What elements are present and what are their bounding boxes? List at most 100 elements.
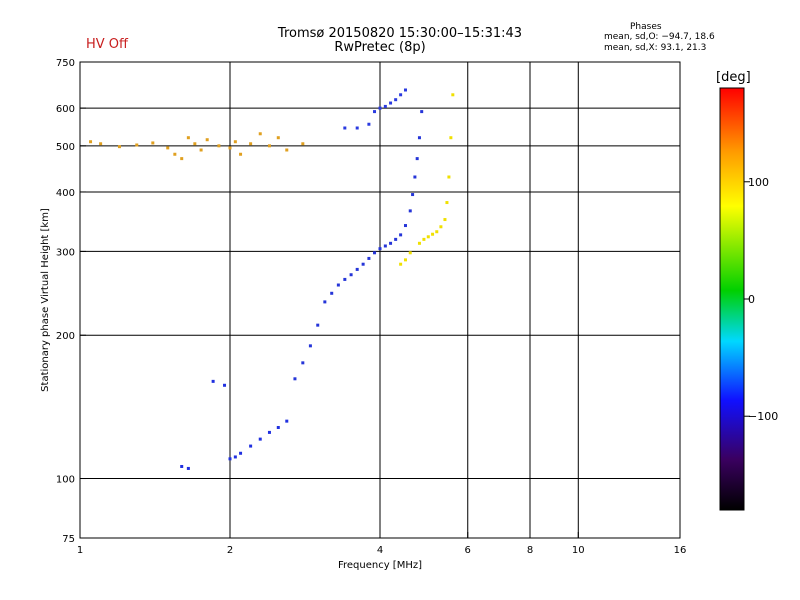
- y-tick-label: 100: [56, 475, 75, 486]
- data-point: [378, 106, 382, 110]
- x-tick-label: 1: [77, 545, 83, 556]
- data-point: [186, 466, 190, 470]
- data-point: [426, 235, 430, 239]
- colorbar-tick-label: 100: [748, 176, 769, 189]
- colorbar-tick-label: −100: [748, 410, 778, 423]
- data-point: [308, 344, 312, 348]
- data-point: [449, 136, 453, 140]
- data-point: [239, 451, 243, 455]
- data-point: [420, 110, 424, 114]
- data-point: [408, 209, 412, 213]
- data-point: [403, 224, 407, 228]
- y-tick-label: 750: [56, 58, 75, 69]
- data-point: [378, 247, 382, 251]
- data-point: [180, 157, 184, 161]
- data-point: [451, 93, 455, 97]
- data-point: [343, 126, 347, 130]
- data-point: [445, 201, 449, 205]
- data-point: [267, 430, 271, 434]
- data-point: [228, 146, 232, 150]
- data-point: [408, 251, 412, 255]
- y-axis-label: Stationary phase Virtual Height [km]: [40, 208, 51, 392]
- data-point: [267, 144, 271, 148]
- data-point: [336, 283, 340, 287]
- data-point: [435, 230, 439, 234]
- data-point: [413, 175, 417, 179]
- data-point: [99, 142, 103, 146]
- y-tick-label: 600: [56, 104, 75, 115]
- data-point: [239, 152, 243, 156]
- data-point: [349, 273, 353, 277]
- data-point: [276, 425, 280, 429]
- data-point: [249, 142, 253, 146]
- x-axis-label: Frequency [MHz]: [338, 560, 422, 571]
- data-point: [355, 126, 359, 130]
- data-point: [186, 136, 190, 140]
- colorbar-unit: [deg]: [716, 70, 751, 85]
- data-point: [276, 136, 280, 140]
- data-point: [193, 142, 197, 146]
- y-tick-label: 300: [56, 247, 75, 258]
- phases-x-stats: mean, sd,X: 93.1, 21.3: [604, 43, 707, 53]
- colorbar: [719, 87, 745, 511]
- data-point: [389, 241, 393, 245]
- phases-heading: Phases: [630, 22, 662, 32]
- data-point: [233, 140, 237, 144]
- x-tick-label: 2: [227, 545, 233, 556]
- data-point: [233, 455, 237, 459]
- data-point: [417, 241, 421, 245]
- data-point: [211, 379, 215, 383]
- data-point: [417, 136, 421, 140]
- data-point: [217, 144, 221, 148]
- x-tick-label: 8: [527, 545, 533, 556]
- data-point: [151, 141, 155, 145]
- data-point: [367, 256, 371, 260]
- x-tick-label: 16: [674, 545, 687, 556]
- data-point: [166, 146, 170, 150]
- plot-axes: 1 2 4 6 8 10 16 75 100 200 300 400 500 600 750 Frequenc…: [40, 58, 686, 571]
- data-point: [89, 140, 93, 144]
- data-point: [258, 132, 262, 136]
- data-point: [343, 277, 347, 281]
- data-point: [373, 110, 377, 114]
- data-point: [135, 143, 139, 147]
- data-point: [399, 93, 403, 97]
- data-point: [394, 237, 398, 241]
- title-line-1: Tromsø 20150820 15:30:00–15:31:43: [277, 26, 523, 41]
- data-point: [173, 152, 177, 156]
- data-point: [293, 377, 297, 381]
- data-point: [355, 267, 359, 271]
- data-point: [117, 145, 121, 149]
- y-tick-label: 500: [56, 142, 75, 153]
- data-point: [316, 323, 320, 327]
- y-tick-label: 75: [62, 534, 75, 545]
- data-point: [389, 101, 393, 105]
- data-point: [361, 262, 365, 266]
- data-point: [383, 244, 387, 248]
- data-point: [443, 218, 447, 222]
- data-point: [411, 193, 415, 197]
- data-point: [431, 232, 435, 236]
- data-point: [373, 251, 377, 255]
- phases-o-stats: mean, sd,O: −94.7, 18.6: [604, 32, 715, 42]
- data-point: [367, 122, 371, 126]
- data-point: [403, 258, 407, 262]
- data-point: [415, 157, 419, 161]
- data-point: [422, 237, 426, 241]
- data-point: [228, 457, 232, 461]
- data-point: [447, 175, 451, 179]
- colorbar-tick-label: 0: [748, 293, 755, 306]
- data-point: [439, 225, 443, 229]
- colorbar-ticks: 100 0 −100: [744, 176, 778, 423]
- data-point: [285, 148, 289, 152]
- data-point: [301, 361, 305, 365]
- x-tick-label: 4: [377, 545, 383, 556]
- y-tick-label: 200: [56, 331, 75, 342]
- data-point: [180, 464, 184, 468]
- data-point: [199, 148, 203, 152]
- data-point: [383, 104, 387, 108]
- data-point: [249, 444, 253, 448]
- data-point: [301, 142, 305, 146]
- y-tick-label: 400: [56, 188, 75, 199]
